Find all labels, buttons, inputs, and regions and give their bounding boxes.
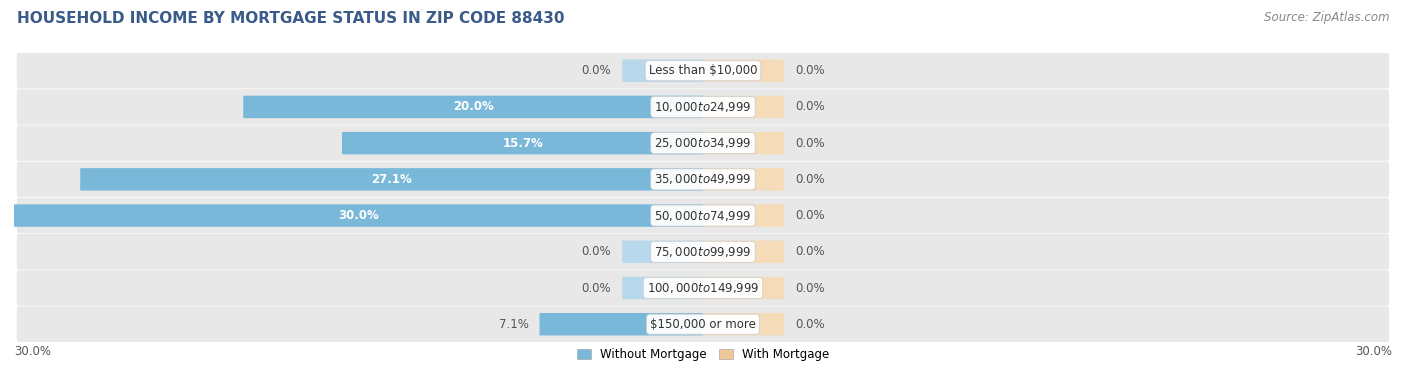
FancyBboxPatch shape xyxy=(703,96,783,118)
Text: 30.0%: 30.0% xyxy=(339,209,378,222)
FancyBboxPatch shape xyxy=(17,234,1389,270)
Text: 30.0%: 30.0% xyxy=(1355,345,1392,358)
Text: 0.0%: 0.0% xyxy=(794,245,824,258)
FancyBboxPatch shape xyxy=(703,204,783,227)
FancyBboxPatch shape xyxy=(17,89,1389,125)
Text: $50,000 to $74,999: $50,000 to $74,999 xyxy=(654,209,752,223)
Text: 0.0%: 0.0% xyxy=(794,318,824,331)
FancyBboxPatch shape xyxy=(17,307,1389,342)
Text: $35,000 to $49,999: $35,000 to $49,999 xyxy=(654,172,752,186)
FancyBboxPatch shape xyxy=(703,313,783,335)
FancyBboxPatch shape xyxy=(17,53,1389,88)
FancyBboxPatch shape xyxy=(14,204,703,227)
Text: 0.0%: 0.0% xyxy=(794,64,824,77)
Text: Less than $10,000: Less than $10,000 xyxy=(648,64,758,77)
Text: $100,000 to $149,999: $100,000 to $149,999 xyxy=(647,281,759,295)
FancyBboxPatch shape xyxy=(703,277,783,299)
Text: 30.0%: 30.0% xyxy=(14,345,51,358)
FancyBboxPatch shape xyxy=(17,125,1389,161)
FancyBboxPatch shape xyxy=(80,168,703,191)
FancyBboxPatch shape xyxy=(703,59,783,82)
FancyBboxPatch shape xyxy=(623,59,703,82)
Text: 27.1%: 27.1% xyxy=(371,173,412,186)
FancyBboxPatch shape xyxy=(623,240,703,263)
Text: 20.0%: 20.0% xyxy=(453,101,494,113)
Text: 15.7%: 15.7% xyxy=(502,136,543,150)
FancyBboxPatch shape xyxy=(17,270,1389,306)
Text: 7.1%: 7.1% xyxy=(499,318,529,331)
FancyBboxPatch shape xyxy=(17,198,1389,233)
Text: 0.0%: 0.0% xyxy=(582,282,612,294)
Text: Source: ZipAtlas.com: Source: ZipAtlas.com xyxy=(1264,11,1389,24)
Legend: Without Mortgage, With Mortgage: Without Mortgage, With Mortgage xyxy=(572,344,834,366)
FancyBboxPatch shape xyxy=(243,96,703,118)
Text: $10,000 to $24,999: $10,000 to $24,999 xyxy=(654,100,752,114)
Text: 0.0%: 0.0% xyxy=(794,282,824,294)
Text: HOUSEHOLD INCOME BY MORTGAGE STATUS IN ZIP CODE 88430: HOUSEHOLD INCOME BY MORTGAGE STATUS IN Z… xyxy=(17,11,564,26)
Text: $25,000 to $34,999: $25,000 to $34,999 xyxy=(654,136,752,150)
FancyBboxPatch shape xyxy=(17,162,1389,197)
FancyBboxPatch shape xyxy=(623,277,703,299)
Text: 0.0%: 0.0% xyxy=(794,101,824,113)
Text: 0.0%: 0.0% xyxy=(582,245,612,258)
FancyBboxPatch shape xyxy=(540,313,703,335)
Text: 0.0%: 0.0% xyxy=(582,64,612,77)
FancyBboxPatch shape xyxy=(703,132,783,154)
FancyBboxPatch shape xyxy=(703,240,783,263)
Text: 0.0%: 0.0% xyxy=(794,209,824,222)
FancyBboxPatch shape xyxy=(342,132,703,154)
Text: $150,000 or more: $150,000 or more xyxy=(650,318,756,331)
FancyBboxPatch shape xyxy=(703,168,783,191)
Text: $75,000 to $99,999: $75,000 to $99,999 xyxy=(654,245,752,259)
Text: 0.0%: 0.0% xyxy=(794,136,824,150)
Text: 0.0%: 0.0% xyxy=(794,173,824,186)
